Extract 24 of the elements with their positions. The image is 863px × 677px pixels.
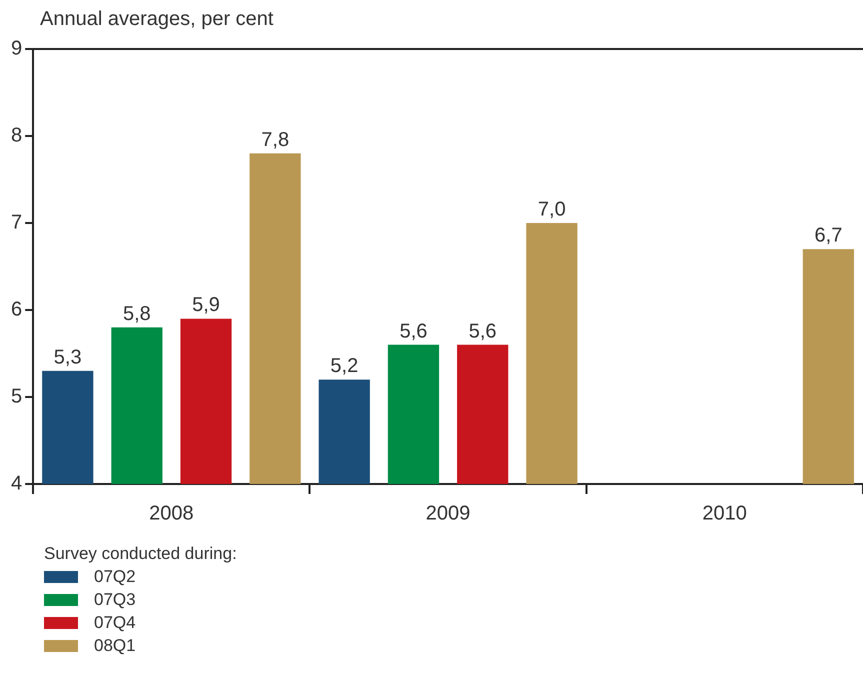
legend-title: Survey conducted during: (44, 543, 238, 565)
legend-label: 07Q2 (94, 566, 136, 588)
y-tick-label: 8 (11, 124, 22, 147)
y-tick-label: 6 (11, 298, 22, 321)
x-tick-label: 2009 (426, 502, 470, 525)
legend-label: 08Q1 (94, 635, 136, 657)
data-label: 5,8 (122, 302, 151, 325)
data-label: 5,6 (468, 320, 497, 342)
data-label: 5,6 (400, 320, 428, 342)
data-label: 5,2 (330, 355, 358, 378)
legend-label: 07Q4 (94, 612, 136, 634)
y-tick-label: 4 (11, 472, 22, 495)
y-axis-title: Annual averages, per cent (40, 8, 274, 32)
x-tick-label: 2010 (702, 502, 747, 525)
y-tick-label: 9 (11, 38, 22, 60)
legend-label: 07Q3 (94, 589, 136, 611)
data-label: 7,0 (538, 198, 566, 221)
x-tick-label: 2008 (149, 502, 194, 525)
data-label: 6,7 (814, 224, 842, 247)
y-tick-label: 7 (11, 212, 22, 234)
data-label: 5,3 (54, 346, 82, 368)
y-tick-label: 5 (11, 386, 22, 408)
data-label: 7,8 (261, 128, 290, 151)
data-label: 5,9 (192, 294, 220, 316)
